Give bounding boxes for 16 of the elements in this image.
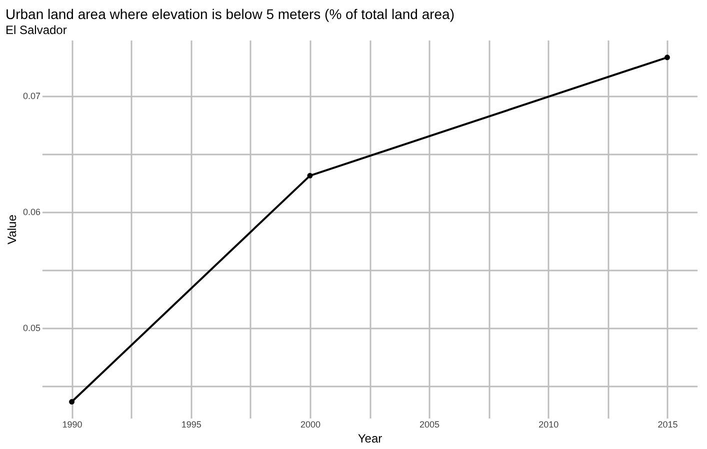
x-tick-label: 2000 — [300, 420, 320, 430]
y-axis-title: Value — [4, 214, 19, 244]
chart-subtitle: El Salvador — [5, 23, 67, 37]
y-tick-label: 0.05 — [22, 323, 40, 334]
x-axis-title: Year — [358, 432, 382, 446]
x-tick-label: 2010 — [538, 420, 559, 430]
x-tick-label: 1995 — [181, 420, 202, 430]
chart-title: Urban land area where elevation is below 5 meters (% of total land area) — [5, 6, 455, 22]
y-tick-label: 0.06 — [22, 207, 40, 218]
y-tick-label: 0.07 — [22, 91, 40, 102]
point — [664, 54, 670, 60]
x-tick-label: 2005 — [420, 420, 440, 430]
x-tick-label: 1990 — [62, 420, 82, 430]
point — [307, 172, 313, 178]
point — [69, 399, 75, 404]
x-tick-label: 2015 — [658, 420, 678, 430]
